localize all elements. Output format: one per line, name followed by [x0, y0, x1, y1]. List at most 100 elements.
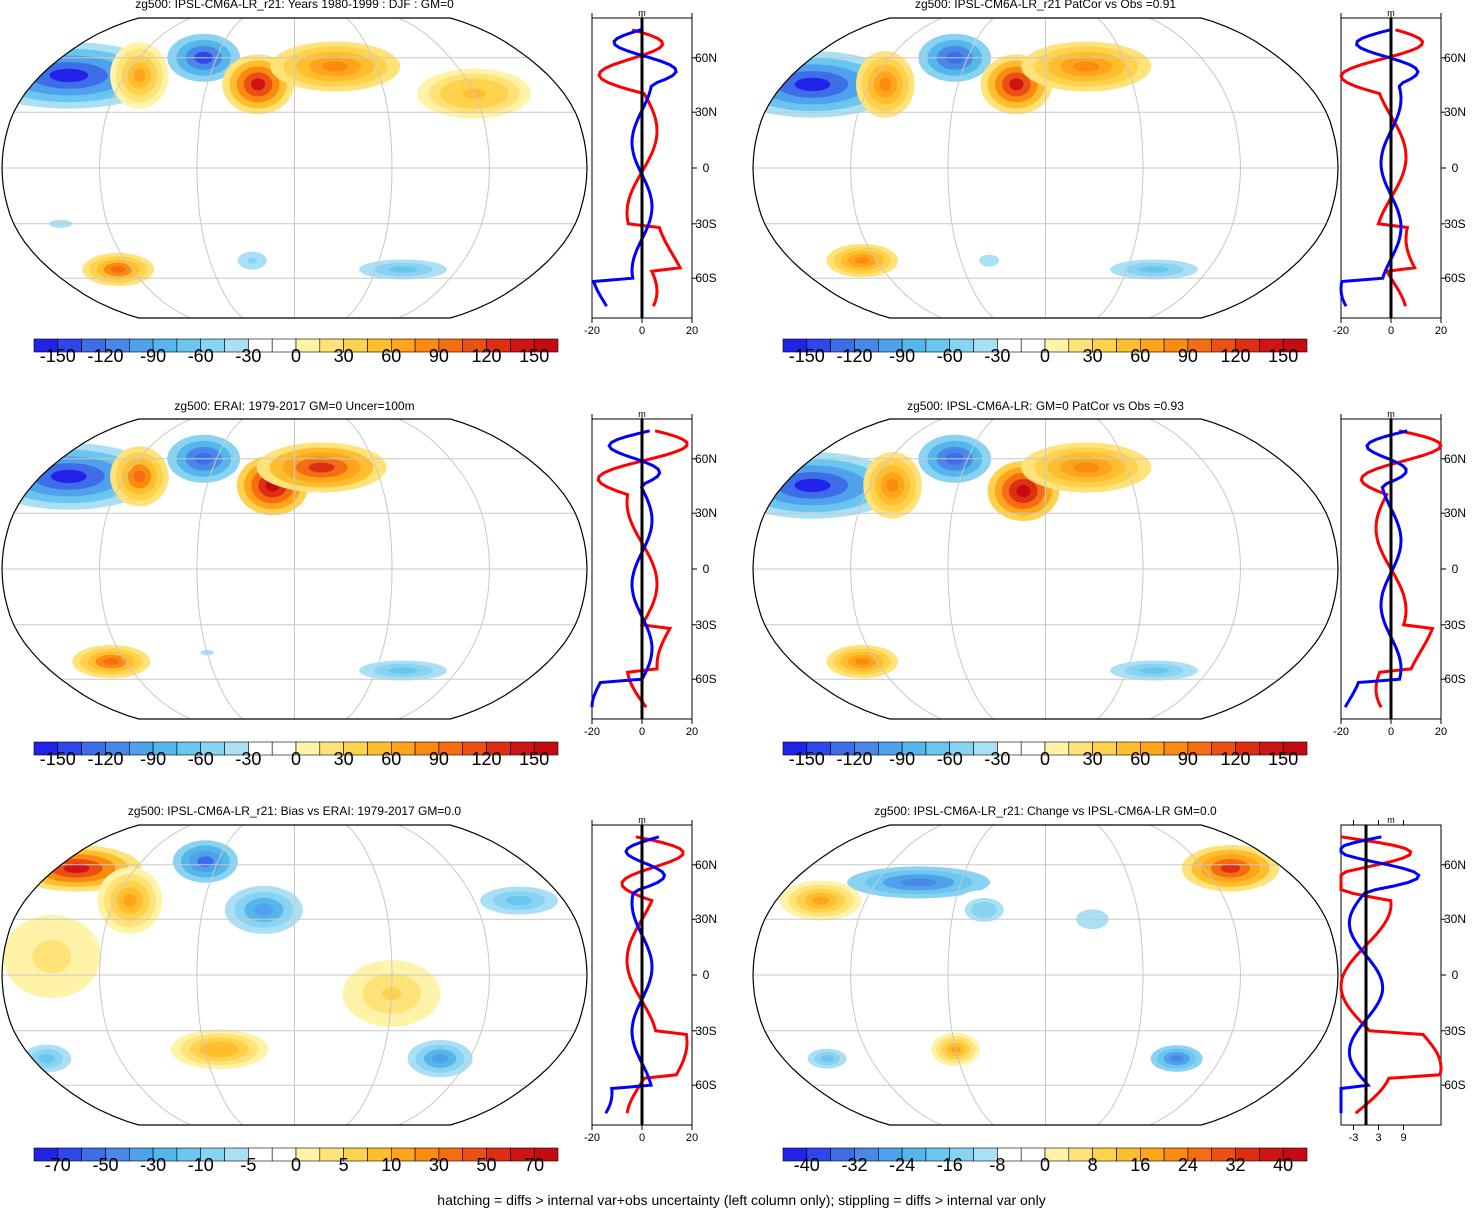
map-body: [2, 419, 587, 719]
colorbar-label: -32: [841, 1155, 867, 1175]
anomaly-blob-1: [50, 469, 87, 484]
anomaly-blob-4: [308, 462, 335, 473]
anomaly-blob-1: [49, 68, 89, 83]
graticule-meridian: [98, 825, 191, 1125]
colorbar-label: 60: [1130, 749, 1150, 769]
anomaly-blob-8: [38, 1053, 56, 1064]
graticule-meridian: [98, 419, 191, 719]
anomaly-blob-6: [855, 658, 870, 665]
anomaly-blob-7: [1139, 266, 1169, 273]
profile-ytick-label: 0: [703, 562, 710, 576]
profile-ytick-label: 30N: [695, 912, 717, 926]
colorbar-label: 0: [291, 1155, 301, 1175]
colorbar-label: 40: [1273, 1155, 1293, 1175]
profile-ytick-label: 30N: [1444, 912, 1466, 926]
graticule-meridian: [346, 419, 393, 719]
graticule-meridian: [1097, 825, 1144, 1125]
map-border: [752, 17, 1339, 319]
graticule-meridian: [196, 825, 243, 1125]
profile-series-blue: [591, 28, 678, 307]
profile-ytick-label: 30S: [1444, 618, 1465, 632]
anomaly-blob-3: [506, 895, 533, 906]
panel-1: zg500: IPSL-CM6A-LR_r21: Years 1980-1999…: [1, 0, 717, 366]
profile-ytick-label: 30N: [1444, 506, 1466, 520]
colorbar-label: 120: [471, 749, 501, 769]
colorbar-label: -30: [140, 1155, 166, 1175]
panel-2: zg500: IPSL-CM6A-LR_r21 PatCor vs Obs =0…: [752, 0, 1466, 366]
anomaly-blob-6: [855, 257, 870, 264]
colorbar-label: -120: [836, 749, 872, 769]
profile-ytick-label: 60N: [1444, 858, 1466, 872]
anomaly-blob-4: [1073, 462, 1100, 473]
anomaly-blob-1: [63, 863, 90, 873]
map-body: [753, 419, 1338, 719]
anomaly-blob-3: [1009, 78, 1024, 91]
colorbar-label: 0: [291, 749, 301, 769]
anomaly-blob-3: [251, 78, 266, 91]
anomaly-blob-3: [1016, 485, 1031, 497]
colorbar-label: 5: [339, 1155, 349, 1175]
colorbar-label: 120: [471, 346, 501, 366]
profile-xtick-label: -20: [584, 325, 600, 337]
colorbar-label: -150: [40, 749, 76, 769]
colorbar-label: -120: [87, 346, 123, 366]
anomaly-blob-4: [1073, 61, 1100, 72]
anomaly-blob-7: [432, 1053, 449, 1064]
anomaly-blob-5: [133, 68, 146, 83]
anomaly-blob-5: [133, 470, 146, 483]
graticule-meridian: [196, 18, 243, 318]
profile-series-blue: [1339, 28, 1420, 307]
anomaly-blob-9: [247, 257, 258, 264]
profile-ytick-label: 60S: [1444, 271, 1465, 285]
colorbar-label: 60: [1130, 346, 1150, 366]
graticule-meridian: [398, 419, 491, 719]
map-border: [1, 17, 588, 319]
colorbar-label: -30: [984, 346, 1010, 366]
graticule-meridian: [947, 419, 994, 719]
profile-ytick-label: 60N: [1444, 452, 1466, 466]
map-body: [753, 18, 1338, 318]
colorbar-label: 120: [1220, 346, 1250, 366]
profile-series-red: [620, 835, 689, 1114]
anomaly-blob-6: [103, 658, 119, 665]
colorbar-cell: [533, 338, 559, 353]
graticule-meridian: [196, 419, 243, 719]
profile-series-red: [1339, 28, 1425, 307]
colorbar-label: -60: [188, 749, 214, 769]
panel-title: zg500: IPSL-CM6A-LR_r21: Years 1980-1999…: [135, 0, 454, 11]
profile-series-red: [596, 429, 689, 709]
anomaly-blob-5: [1170, 1055, 1184, 1062]
colorbar-label: 90: [1178, 749, 1198, 769]
panel-title: zg500: IPSL-CM6A-LR_r21 PatCor vs Obs =0…: [915, 0, 1176, 11]
colorbar-label: 70: [524, 1155, 544, 1175]
profile-ytick-label: 0: [1452, 161, 1459, 175]
colorbar-label: -30: [235, 749, 261, 769]
colorbar-label: -30: [235, 346, 261, 366]
profile-ytick-label: 0: [1452, 968, 1459, 982]
colorbar-label: -5: [240, 1155, 256, 1175]
panel-6: zg500: IPSL-CM6A-LR_r21: Change vs IPSL-…: [752, 804, 1466, 1175]
anomaly-blob-1: [1220, 863, 1241, 873]
colorbar-label: 30: [1083, 749, 1103, 769]
colorbar-label: 90: [429, 749, 449, 769]
graticule-meridian: [398, 18, 491, 318]
profile-series-blue: [604, 835, 667, 1114]
colorbar-label: -24: [889, 1155, 915, 1175]
colorbar-label: -150: [789, 346, 825, 366]
graticule-meridian: [1149, 419, 1242, 719]
panel-title: zg500: ERAI: 1979-2017 GM=0 Uncer=100m: [174, 399, 414, 413]
profile-ytick-label: 30N: [695, 506, 717, 520]
anomaly-blob-3: [812, 896, 830, 905]
colorbar-label: 32: [1225, 1155, 1245, 1175]
profile-ytick-label: 60N: [1444, 51, 1466, 65]
map-border: [752, 418, 1339, 720]
profile-xtick-label: -20: [584, 726, 600, 738]
colorbar-label: 60: [381, 346, 401, 366]
panel-title: zg500: IPSL-CM6A-LR_r21: Change vs IPSL-…: [874, 804, 1217, 818]
graticule-meridian: [346, 825, 393, 1125]
colorbar-label: -150: [40, 346, 76, 366]
colorbar-label: 24: [1178, 1155, 1198, 1175]
profile-xtick-label: 0: [1388, 726, 1394, 738]
